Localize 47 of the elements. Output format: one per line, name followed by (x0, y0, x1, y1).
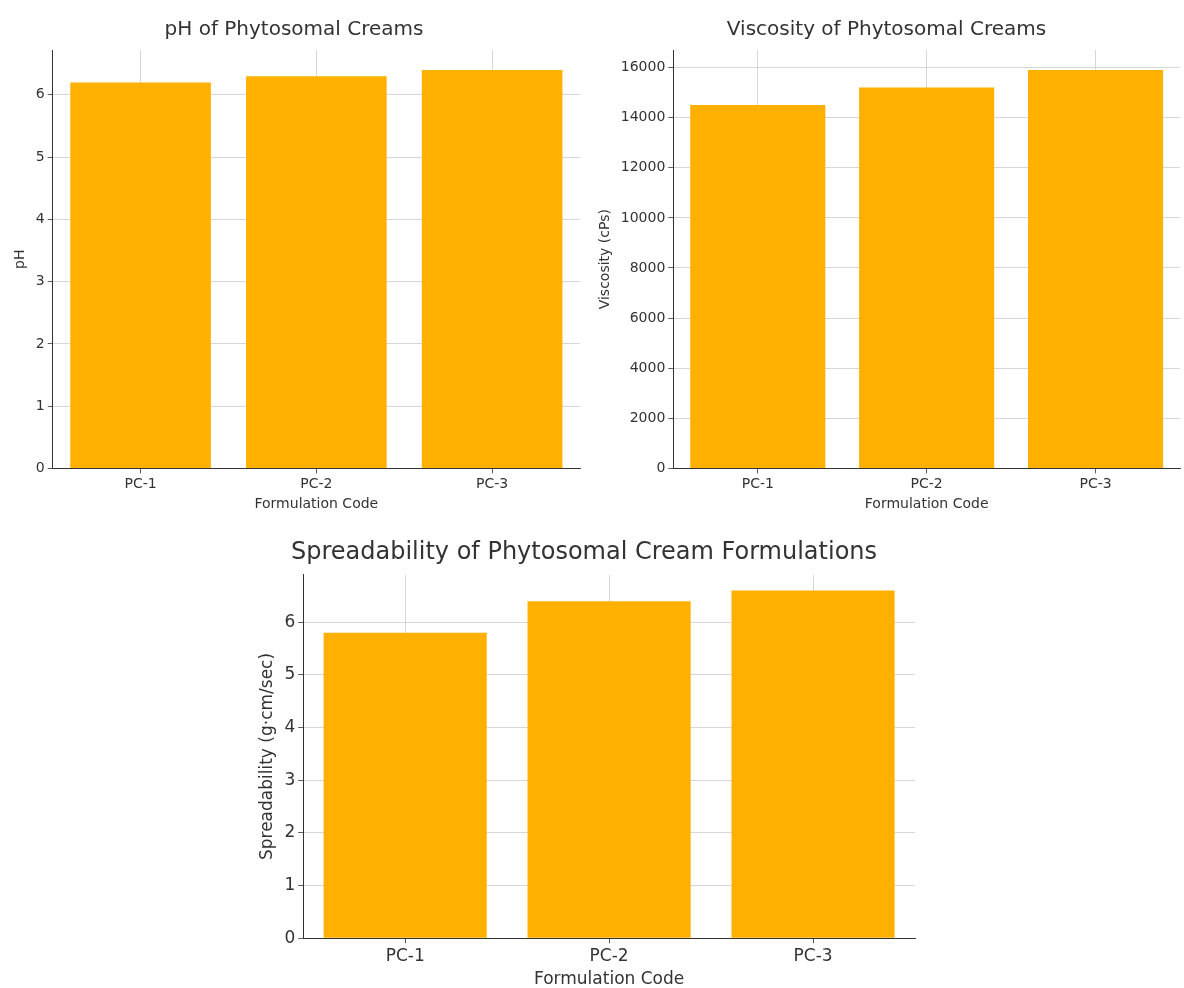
x-tick-label: PC-1 (385, 944, 425, 965)
bar (690, 105, 826, 468)
y-axis-title: Viscosity (cPs) (596, 209, 613, 310)
x-axis-title: Formulation Code (254, 495, 379, 512)
x-tick-label: PC-3 (793, 944, 833, 965)
y-tick-label: 3 (35, 272, 45, 289)
y-tick-label: 0 (656, 459, 666, 476)
y-tick-label: 4 (284, 715, 296, 736)
bar (859, 87, 995, 468)
y-tick-label: 16000 (620, 58, 666, 75)
bar (527, 601, 691, 938)
bar (1028, 70, 1164, 468)
y-tick-label: 3 (284, 768, 296, 789)
y-axis-title: Spreadability (g·cm/sec) (255, 652, 276, 861)
chart-title: Spreadability of Phytosomal Cream Formulations (290, 536, 878, 565)
bar (323, 632, 487, 938)
y-tick-label: 2 (35, 334, 45, 351)
x-tick-label: PC-2 (910, 475, 943, 492)
y-tick-label: 4 (35, 209, 45, 226)
y-tick-label: 1 (284, 873, 296, 894)
y-tick-label: 12000 (620, 158, 666, 175)
y-tick-label: 8000 (629, 258, 666, 275)
x-tick-label: PC-3 (1079, 475, 1112, 492)
y-tick-label: 4000 (629, 358, 666, 375)
x-tick-label: PC-1 (741, 475, 774, 492)
x-tick-label: PC-1 (124, 475, 157, 492)
x-tick-label: PC-2 (300, 475, 333, 492)
x-tick-label: PC-3 (476, 475, 509, 492)
y-axis-title: pH (11, 249, 28, 269)
y-tick-label: 5 (284, 663, 296, 684)
bar (731, 590, 895, 938)
y-tick-label: 6 (35, 85, 45, 102)
chart-title: pH of Phytosomal Creams (164, 16, 424, 41)
y-tick-label: 5 (35, 147, 45, 164)
y-tick-label: 0 (35, 459, 45, 476)
x-axis-title: Formulation Code (533, 968, 685, 988)
x-tick-label: PC-2 (589, 944, 629, 965)
chart-title: Viscosity of Phytosomal Creams (726, 16, 1047, 41)
y-tick-label: 2000 (629, 408, 666, 425)
y-tick-label: 0 (284, 926, 296, 947)
y-tick-label: 6 (284, 610, 296, 631)
y-tick-label: 1 (35, 396, 45, 413)
y-tick-label: 6000 (629, 308, 666, 325)
y-tick-label: 2 (284, 821, 296, 842)
y-tick-label: 14000 (620, 108, 666, 125)
y-tick-label: 10000 (620, 208, 666, 225)
x-axis-title: Formulation Code (864, 495, 989, 512)
